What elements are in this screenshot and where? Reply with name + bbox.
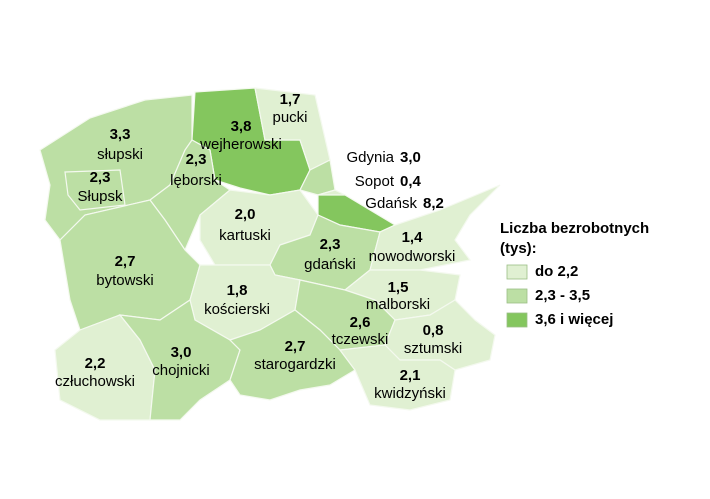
region-value: 3,0 — [171, 344, 192, 361]
legend-title: (tys): — [500, 240, 537, 257]
region-value: 2,3 — [320, 236, 341, 253]
legend-swatch — [506, 264, 528, 280]
region-name: słupski — [97, 146, 143, 163]
legend-swatch — [506, 288, 528, 304]
legend-label: 3,6 i więcej — [535, 311, 613, 328]
region-value: 3,0 — [400, 149, 421, 166]
region-value: 2,7 — [115, 253, 136, 270]
region-name: człuchowski — [55, 373, 135, 390]
region-name: pucki — [272, 109, 307, 126]
region-name: kwidzyński — [374, 385, 446, 402]
legend-swatch — [506, 312, 528, 328]
legend: Liczba bezrobotnych (tys): do 2,2 2,3 - 3,5… — [500, 220, 649, 328]
legend-title: Liczba bezrobotnych — [500, 220, 649, 237]
region-name: kartuski — [219, 227, 271, 244]
region-value: 0,4 — [400, 173, 422, 190]
labels: 3,3słupski2,3Słupsk3,8wejherowski2,3lębo… — [55, 91, 462, 402]
region-value: 0,8 — [423, 322, 444, 339]
region-value: 1,7 — [280, 91, 301, 108]
region-value: 2,1 — [400, 367, 421, 384]
region-value: 3,8 — [231, 118, 252, 135]
region-name: sztumski — [404, 340, 462, 357]
region — [228, 309, 356, 401]
region — [338, 344, 456, 411]
region-value: 8,2 — [423, 195, 444, 212]
region-name: nowodworski — [369, 248, 456, 265]
region-value: 1,5 — [388, 279, 409, 296]
legend-label: 2,3 - 3,5 — [535, 287, 590, 304]
region-name: Słupsk — [77, 188, 123, 205]
region-name: lęborski — [170, 172, 222, 189]
region-name: tczewski — [332, 331, 389, 348]
region-name: starogardzki — [254, 356, 336, 373]
region-value: 3,3 — [110, 126, 131, 143]
region-name: gdański — [304, 256, 356, 273]
region-value: 1,4 — [402, 229, 424, 246]
region-name: Gdynia — [346, 149, 394, 166]
region-name: wejherowski — [199, 136, 282, 153]
region-value: 2,3 — [90, 169, 111, 186]
region-value: 2,0 — [235, 206, 256, 223]
region-value: 2,6 — [350, 314, 371, 331]
region-name: kościerski — [204, 301, 270, 318]
region-name: chojnicki — [152, 362, 210, 379]
region-value: 2,2 — [85, 355, 106, 372]
region-name: bytowski — [96, 272, 154, 289]
region-name: Gdańsk — [365, 195, 417, 212]
regions — [39, 87, 501, 421]
legend-label: do 2,2 — [535, 263, 578, 280]
region-value: 1,8 — [227, 282, 248, 299]
region — [64, 169, 126, 211]
region-value: 2,3 — [186, 151, 207, 168]
region-name: malborski — [366, 296, 430, 313]
region-name: Sopot — [355, 173, 395, 190]
region-value: 2,7 — [285, 338, 306, 355]
